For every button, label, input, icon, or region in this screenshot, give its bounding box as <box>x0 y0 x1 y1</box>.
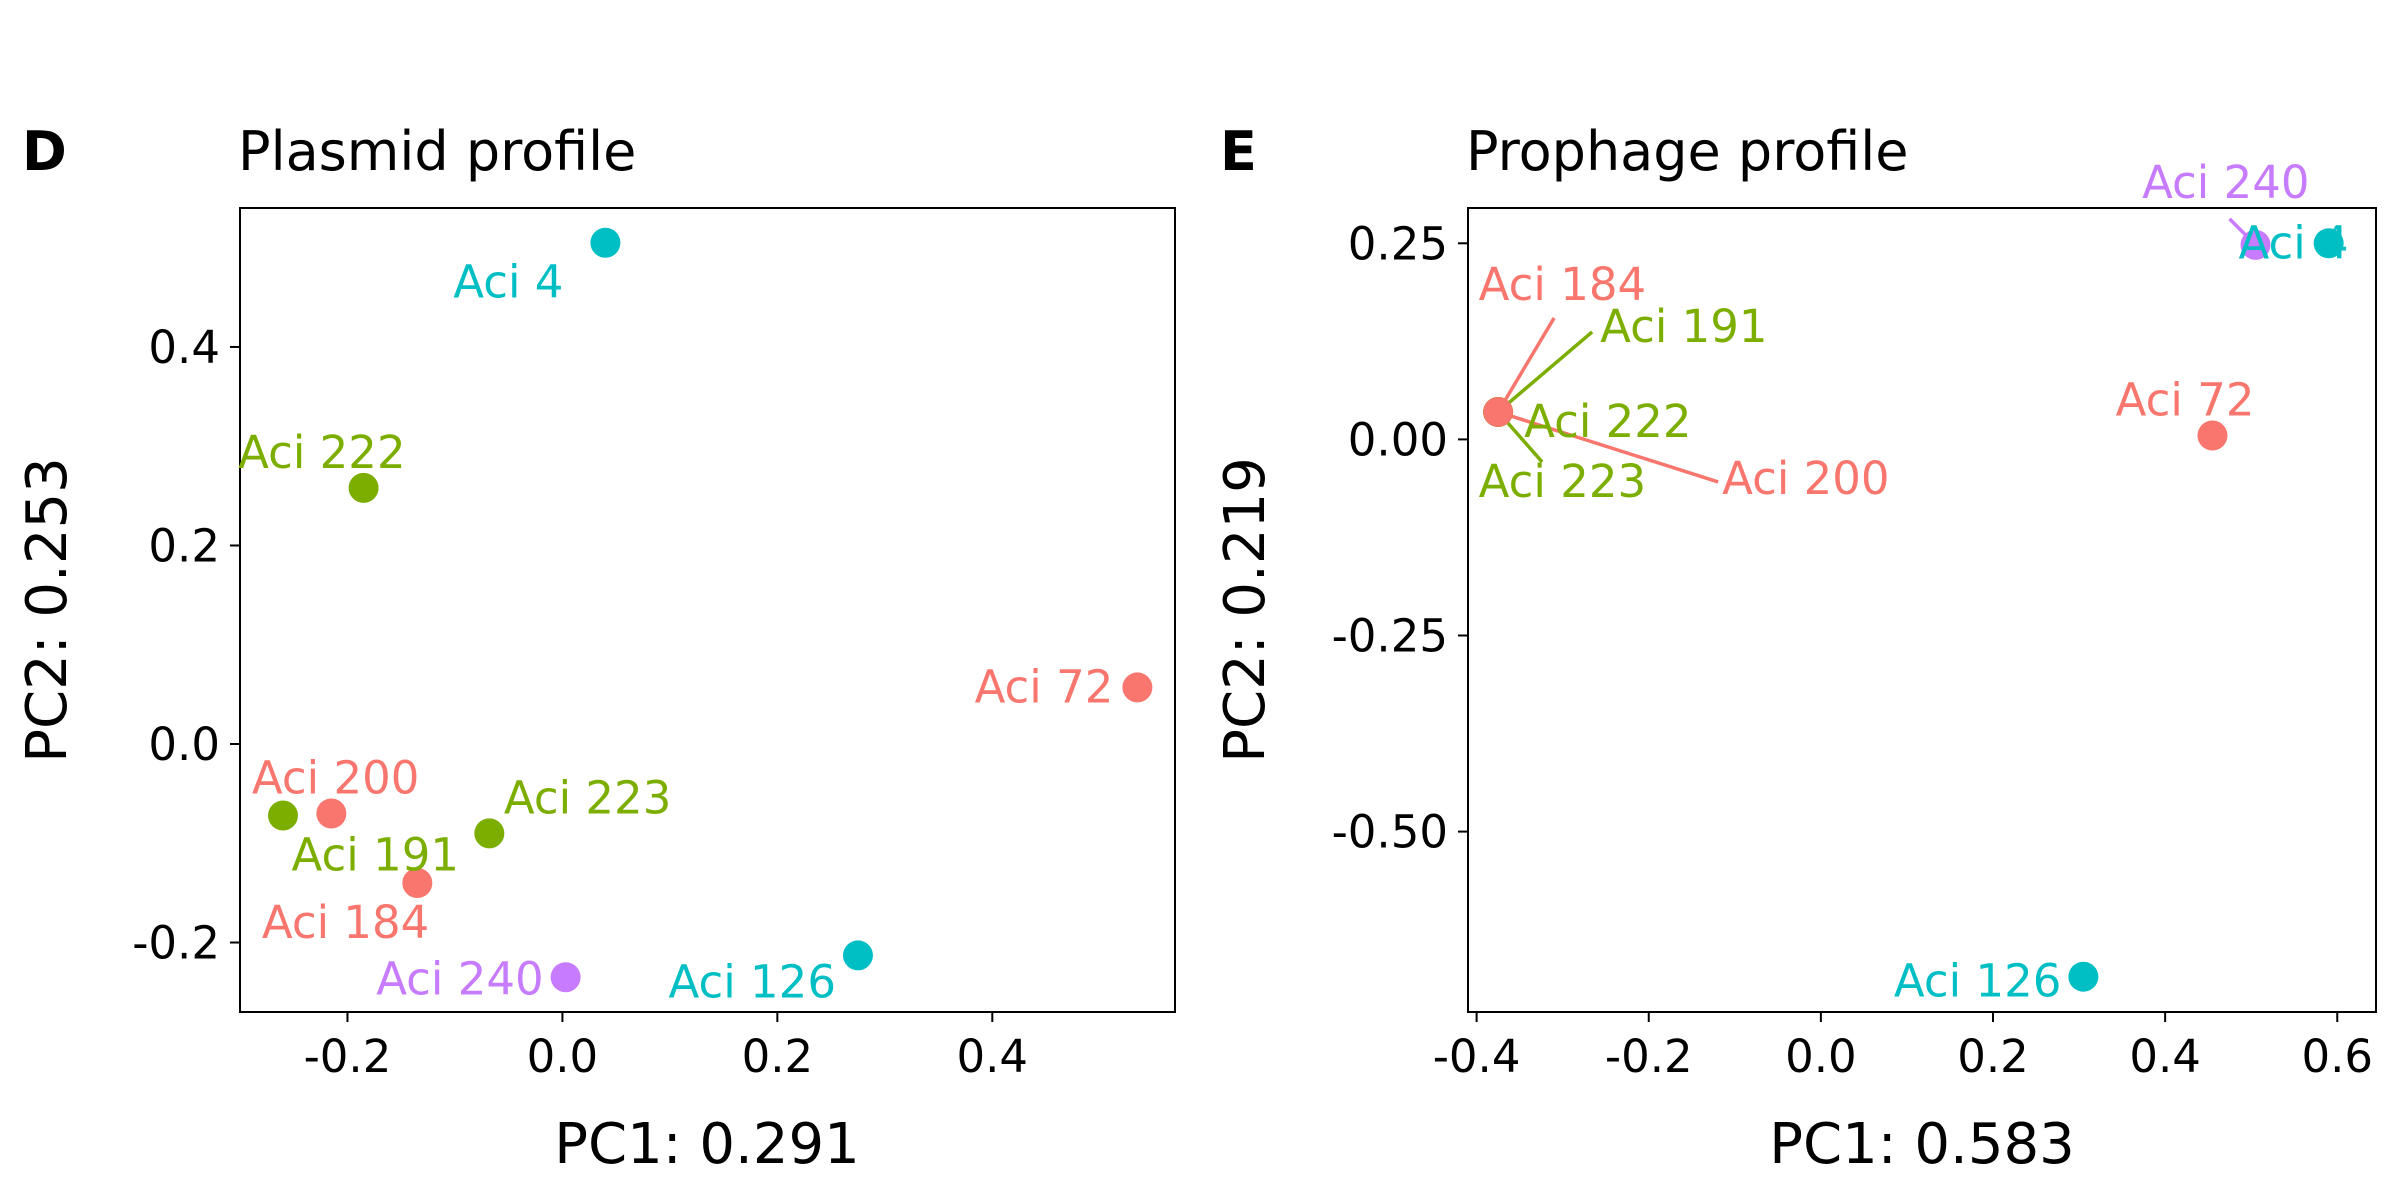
y-tick-label: 0.4 <box>148 321 220 374</box>
point-aci-222 <box>348 472 379 503</box>
point-label-aci-126: Aci 126 <box>669 955 836 1008</box>
y-axis-label-e: PC2: 0.219 <box>1213 457 1278 762</box>
point-label-aci-240: Aci 240 <box>2142 156 2309 209</box>
point-label-aci-191: Aci 191 <box>1600 300 1767 353</box>
point-label-aci-222: Aci 222 <box>238 426 405 479</box>
point-aci-200 <box>316 798 347 829</box>
x-tick-label: -0.2 <box>1605 1030 1693 1083</box>
point-label-aci-200: Aci 200 <box>252 751 419 804</box>
point-label-aci-223: Aci 223 <box>1479 455 1646 508</box>
y-tick-label: -0.2 <box>132 917 220 970</box>
x-tick-label: 0.2 <box>1957 1030 2029 1083</box>
y-tick-label: 0.2 <box>148 519 220 572</box>
point-label-aci-240: Aci 240 <box>376 952 543 1005</box>
x-axis-label-e: PC1: 0.583 <box>1769 1112 2074 1177</box>
ticks-e: -0.4 -0.2 0.0 0.2 0.4 0.6 0.25 0.00 -0.25 -0.50 <box>1332 217 2373 1083</box>
y-tick-label: 0.00 <box>1348 413 1448 466</box>
point-aci-200 <box>1483 396 1514 427</box>
point-label-aci-222: Aci 222 <box>1524 395 1691 448</box>
point-label-aci-72: Aci 72 <box>975 660 1114 713</box>
panel-letter-d: D <box>22 120 67 183</box>
panel-e: E Prophage profile -0.4 -0.2 0.0 0.2 0.4 0.6 0… <box>1213 120 2377 1177</box>
point-aci-240 <box>2240 229 2271 260</box>
point-aci-191 <box>267 800 298 831</box>
x-tick-label: 0.6 <box>2301 1030 2373 1083</box>
point-label-aci-184: Aci 184 <box>262 896 429 949</box>
point-label-aci-223: Aci 223 <box>504 771 671 824</box>
point-aci-4 <box>2313 228 2344 259</box>
point-aci-72 <box>1122 672 1153 703</box>
point-label-aci-200: Aci 200 <box>1722 452 1889 505</box>
point-label-aci-72: Aci 72 <box>2116 373 2255 426</box>
x-tick-label: -0.4 <box>1433 1030 1521 1083</box>
label-leader-aci-191 <box>1496 330 1594 414</box>
point-label-aci-191: Aci 191 <box>292 828 459 881</box>
y-tick-label: 0.25 <box>1348 217 1448 270</box>
x-axis-label-d: PC1: 0.291 <box>554 1112 859 1177</box>
x-tick-label: 0.0 <box>527 1030 599 1083</box>
point-aci-240 <box>550 962 581 993</box>
point-label-aci-4: Aci 4 <box>2238 216 2348 269</box>
point-aci-126 <box>842 940 873 971</box>
ticks-d: -0.2 0.0 0.2 0.4 -0.2 0.0 0.2 0.4 <box>132 321 1028 1083</box>
point-aci-72 <box>2197 420 2228 451</box>
point-aci-126 <box>2068 961 2099 992</box>
panel-letter-e: E <box>1220 120 1257 183</box>
point-aci-223 <box>474 818 505 849</box>
y-tick-label: 0.0 <box>148 718 220 771</box>
panel-title-e: Prophage profile <box>1466 120 1909 183</box>
x-tick-label: 0.4 <box>2129 1030 2201 1083</box>
point-label-aci-4: Aci 4 <box>453 256 563 309</box>
y-tick-label: -0.25 <box>1332 609 1448 662</box>
label-leader-aci-200 <box>1497 410 1719 484</box>
points-d: Aci 4 Aci 222 Aci 72 Aci 200 Aci 191 Aci 223 A… <box>238 227 1153 1008</box>
x-tick-label: 0.0 <box>1785 1030 1857 1083</box>
y-axis-label-d: PC2: 0.253 <box>15 457 80 762</box>
y-tick-label: -0.50 <box>1332 806 1448 859</box>
x-tick-label: 0.4 <box>957 1030 1029 1083</box>
point-aci-184 <box>402 867 433 898</box>
x-tick-label: 0.2 <box>742 1030 814 1083</box>
x-tick-label: -0.2 <box>304 1030 392 1083</box>
point-label-aci-126: Aci 126 <box>1894 955 2061 1008</box>
point-aci-4 <box>590 227 621 258</box>
label-leader-aci-184 <box>1496 317 1556 413</box>
point-label-aci-184: Aci 184 <box>1479 258 1646 311</box>
panel-d: D Plasmid profile -0.2 0.0 0.2 0.4 -0.2 0.0 0.… <box>15 120 1176 1177</box>
plot-frame-d <box>239 207 1176 1013</box>
plot-frame-e <box>1467 207 2377 1013</box>
panel-title-d: Plasmid profile <box>238 120 636 183</box>
